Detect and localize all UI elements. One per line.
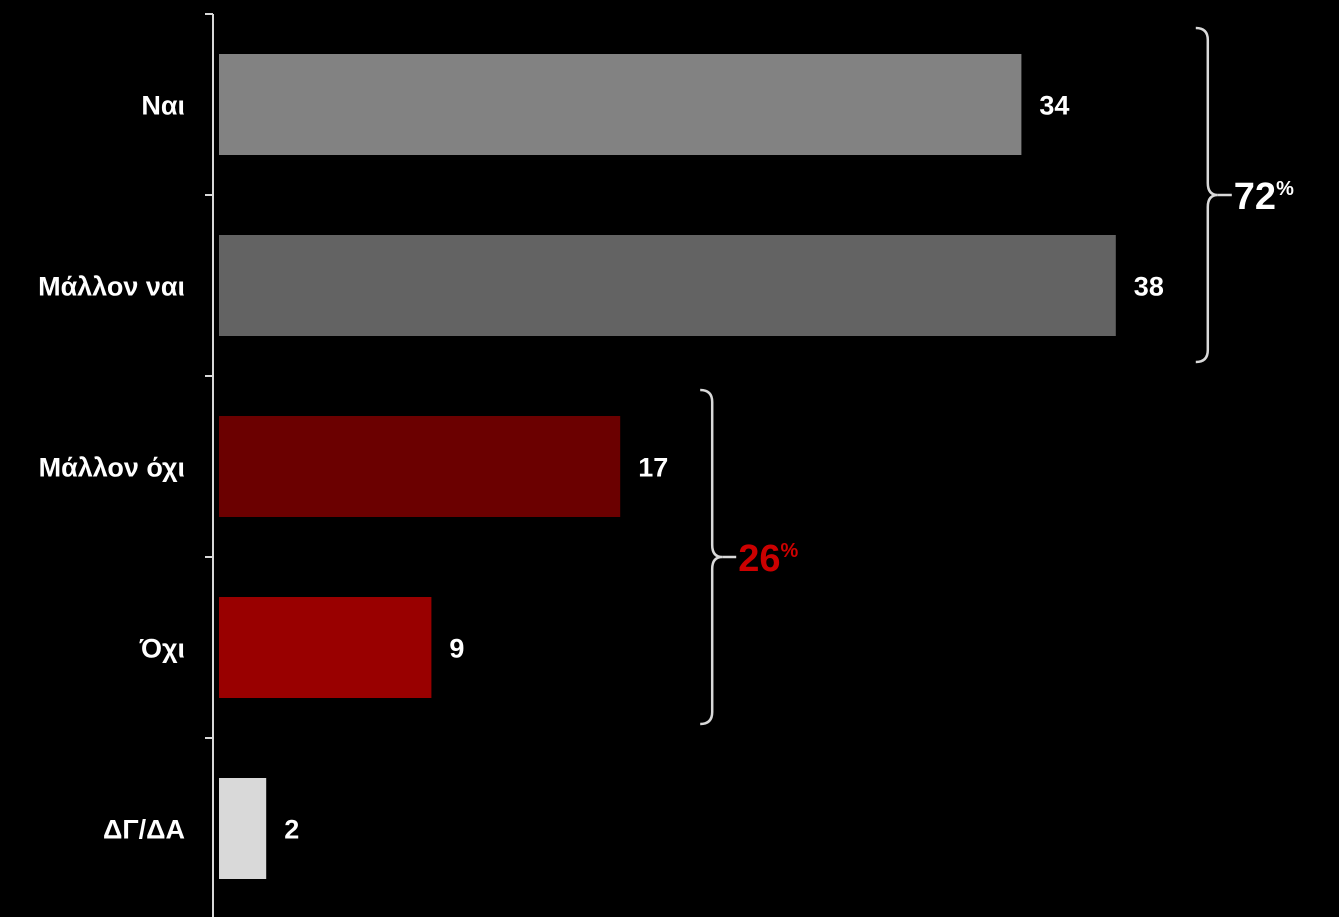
value-label: 2 <box>284 815 299 845</box>
group-total-label: 26% <box>738 538 798 580</box>
category-label: ΔΓ/ΔΑ <box>103 815 185 845</box>
category-label: Όχι <box>139 634 185 664</box>
value-label: 38 <box>1134 272 1164 302</box>
group-brace <box>700 388 723 726</box>
value-label: 17 <box>638 453 668 483</box>
bar <box>219 54 1022 155</box>
value-label: 9 <box>449 634 464 664</box>
group-total-value: 72 <box>1234 176 1276 218</box>
value-label: 34 <box>1039 91 1069 121</box>
category-label: Μάλλον όχι <box>39 453 185 483</box>
group-total-label: 72% <box>1234 176 1294 218</box>
category-label: Ναι <box>141 91 185 121</box>
group-total-unit: % <box>1276 178 1294 200</box>
group-total-value: 26 <box>738 538 780 580</box>
bar <box>219 416 621 517</box>
category-label: Μάλλον ναι <box>38 272 185 302</box>
group-brace <box>1195 26 1218 364</box>
bar <box>219 235 1116 336</box>
bar <box>219 597 432 698</box>
bar <box>219 778 267 879</box>
group-total-unit: % <box>780 540 798 562</box>
